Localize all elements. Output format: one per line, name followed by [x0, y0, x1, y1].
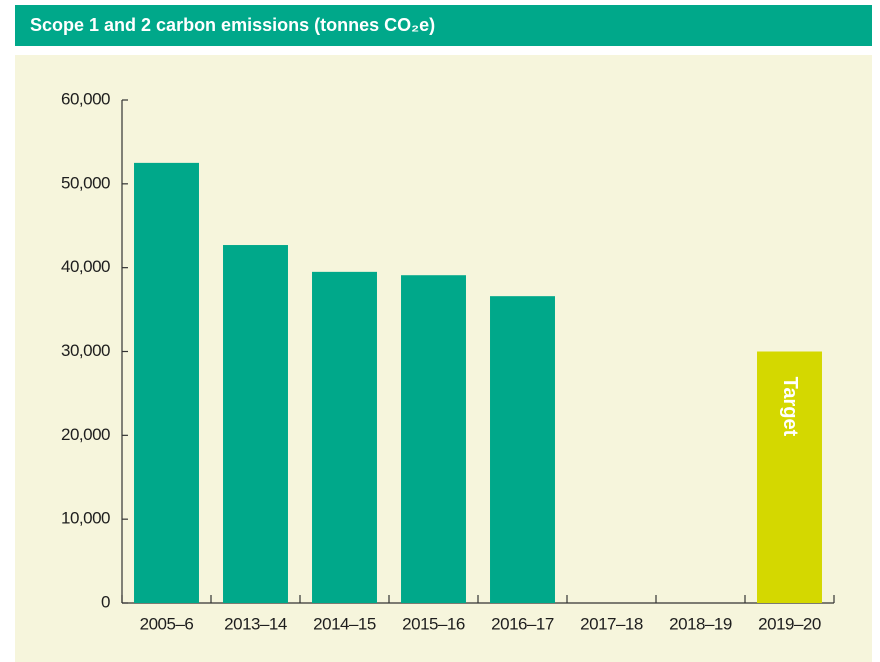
x-tick-label: 2013–14: [224, 614, 287, 633]
bar: [134, 162, 199, 603]
bar: [490, 296, 555, 603]
y-tick-label: 60,000: [61, 89, 110, 108]
x-tick-label: 2017–18: [580, 614, 643, 633]
title-bar: [15, 5, 872, 46]
y-tick-label: 10,000: [61, 509, 110, 528]
x-tick-label: 2019–20: [758, 614, 821, 633]
x-tick-label: 2015–16: [402, 614, 465, 633]
y-tick-label: 20,000: [61, 425, 110, 444]
bar: [757, 351, 822, 603]
bar-label: Target: [779, 377, 801, 437]
bar: [312, 271, 377, 603]
bar: [401, 275, 466, 603]
y-tick-label: 0: [101, 592, 110, 611]
y-tick-label: 30,000: [61, 341, 110, 360]
x-tick-label: 2014–15: [313, 614, 376, 633]
x-tick-label: 2005–6: [140, 614, 194, 633]
x-tick-label: 2018–19: [669, 614, 732, 633]
chart-title: Scope 1 and 2 carbon emissions (tonnes C…: [30, 15, 435, 35]
y-tick-label: 40,000: [61, 257, 110, 276]
x-tick-label: 2016–17: [491, 614, 554, 633]
bar: [223, 245, 288, 603]
y-tick-label: 50,000: [61, 173, 110, 192]
